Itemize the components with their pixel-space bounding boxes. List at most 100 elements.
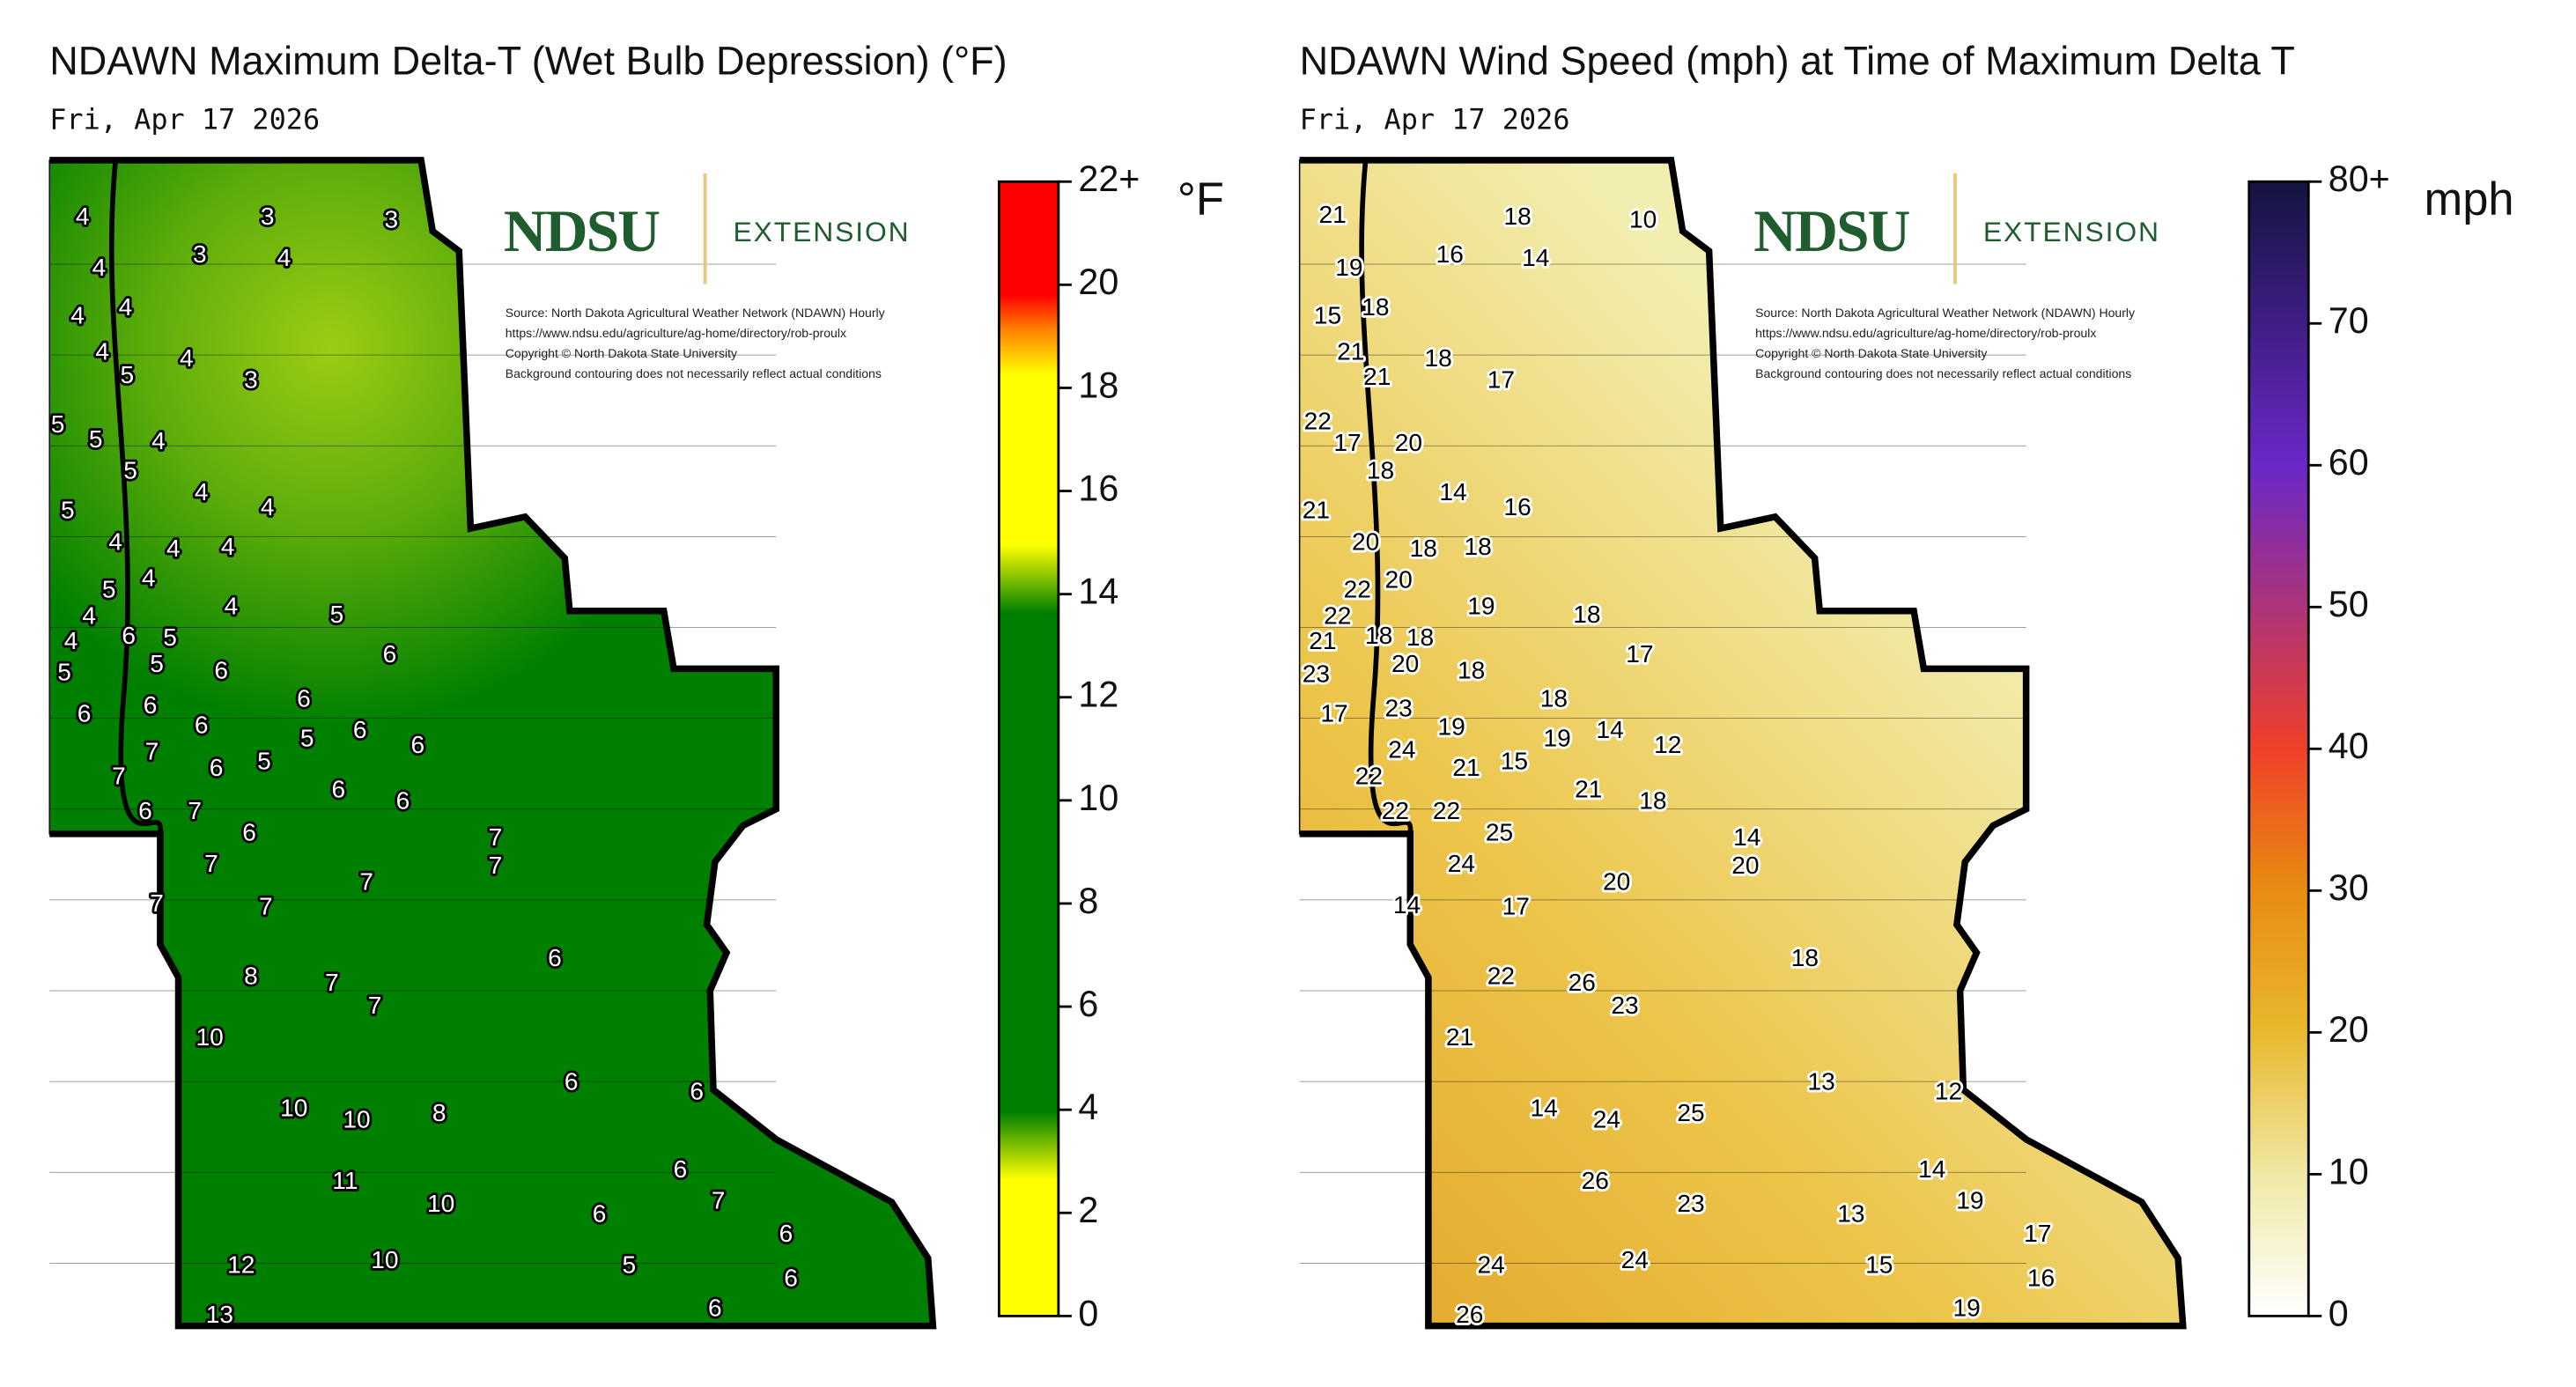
station-value: 10 bbox=[196, 1023, 223, 1051]
map-date: Fri, Apr 17 2026 bbox=[1300, 102, 1570, 136]
map-title: NDAWN Maximum Delta-T (Wet Bulb Depressi… bbox=[49, 38, 1007, 83]
station-value: 5 bbox=[57, 658, 71, 685]
colorbar-tick-label: 6 bbox=[1078, 984, 1098, 1024]
station-value: 7 bbox=[359, 868, 373, 896]
station-value: 14 bbox=[1439, 478, 1466, 505]
colorbar-tick-label: 70 bbox=[2329, 300, 2369, 341]
station-value: 24 bbox=[1448, 850, 1475, 877]
colorbar-tick-label: 4 bbox=[1078, 1087, 1098, 1127]
station-value: 24 bbox=[1593, 1106, 1620, 1133]
station-value: 18 bbox=[1424, 344, 1451, 372]
station-value: 4 bbox=[95, 338, 109, 365]
station-value: 24 bbox=[1621, 1246, 1649, 1273]
station-value: 25 bbox=[1677, 1099, 1704, 1126]
station-value: 19 bbox=[1543, 724, 1570, 751]
colorbar-tick-label: 18 bbox=[1078, 365, 1118, 405]
station-value: 4 bbox=[261, 493, 275, 520]
station-value: 5 bbox=[163, 623, 177, 651]
colorbar-tick-label: 50 bbox=[2329, 584, 2369, 624]
station-value: 4 bbox=[151, 427, 166, 454]
station-value: 12 bbox=[227, 1251, 255, 1279]
station-value: 21 bbox=[1575, 776, 1602, 803]
station-value: 22 bbox=[1344, 576, 1371, 603]
station-value: 26 bbox=[1456, 1301, 1483, 1328]
source-line: Source: North Dakota Agricultural Weathe… bbox=[506, 306, 885, 320]
station-value: 6 bbox=[411, 731, 425, 758]
station-value: 7 bbox=[489, 823, 503, 851]
source-line: https://www.ndsu.edu/agriculture/ag-home… bbox=[506, 326, 846, 340]
station-value: 6 bbox=[138, 797, 152, 824]
source-line: Background contouring does not necessari… bbox=[506, 366, 882, 380]
station-value: 16 bbox=[1503, 493, 1531, 520]
station-value: 20 bbox=[1731, 852, 1759, 879]
station-value: 21 bbox=[1452, 754, 1480, 781]
red-river bbox=[108, 159, 164, 835]
station-value: 18 bbox=[1406, 623, 1434, 651]
station-value: 4 bbox=[108, 528, 122, 555]
station-value: 6 bbox=[548, 944, 562, 971]
station-value: 13 bbox=[206, 1301, 233, 1328]
station-value: 20 bbox=[1603, 868, 1630, 896]
station-value: 12 bbox=[1935, 1078, 1962, 1105]
map-title: NDAWN Wind Speed (mph) at Time of Maximu… bbox=[1300, 38, 2295, 83]
station-value: 17 bbox=[2024, 1220, 2051, 1247]
logo: NDSU bbox=[1753, 198, 1909, 264]
station-value: 18 bbox=[1639, 787, 1666, 815]
colorbar-tick-label: 12 bbox=[1078, 675, 1118, 715]
station-value: 6 bbox=[784, 1265, 798, 1292]
station-value: 7 bbox=[325, 969, 339, 996]
station-value: 5 bbox=[102, 576, 116, 603]
station-value: 4 bbox=[166, 535, 181, 562]
station-value: 5 bbox=[121, 361, 135, 388]
station-value: 14 bbox=[1393, 891, 1421, 919]
station-value: 26 bbox=[1582, 1167, 1609, 1194]
station-value: 4 bbox=[277, 244, 292, 271]
station-value: 15 bbox=[1501, 748, 1528, 775]
station-value: 10 bbox=[343, 1106, 370, 1133]
station-value: 6 bbox=[383, 640, 397, 668]
station-value: 4 bbox=[76, 203, 90, 230]
station-value: 6 bbox=[690, 1078, 704, 1105]
station-value: 5 bbox=[150, 650, 164, 677]
station-value: 6 bbox=[210, 754, 224, 781]
station-value: 4 bbox=[82, 602, 96, 630]
station-value: 4 bbox=[225, 592, 239, 619]
station-value: 24 bbox=[1388, 736, 1415, 764]
station-value: 6 bbox=[565, 1067, 579, 1095]
station-value: 4 bbox=[119, 293, 133, 321]
station-value: 18 bbox=[1464, 533, 1491, 560]
station-value: 18 bbox=[1503, 203, 1531, 230]
station-value: 10 bbox=[427, 1190, 454, 1217]
station-value: 20 bbox=[1352, 528, 1379, 555]
station-value: 16 bbox=[2027, 1265, 2055, 1292]
colorbar-tick-label: 80+ bbox=[2329, 159, 2390, 199]
colorbar bbox=[2248, 180, 2310, 1317]
map-panel: NDAWN Maximum Delta-T (Wet Bulb Depressi… bbox=[48, 38, 1224, 1333]
station-value: 4 bbox=[92, 254, 107, 281]
station-value: 6 bbox=[122, 622, 136, 649]
station-value: 7 bbox=[204, 850, 218, 877]
station-value: 19 bbox=[1467, 592, 1495, 619]
station-value: 6 bbox=[353, 716, 367, 743]
colorbar-tick-label: 40 bbox=[2329, 726, 2369, 766]
source-line: Background contouring does not necessari… bbox=[1755, 366, 2131, 380]
station-value: 6 bbox=[214, 657, 228, 684]
station-value: 5 bbox=[623, 1251, 637, 1279]
station-value: 18 bbox=[1458, 657, 1485, 684]
station-value: 22 bbox=[1355, 763, 1383, 790]
colorbar-tick-label: 10 bbox=[2329, 1151, 2369, 1191]
source-line: Copyright © North Dakota State Universit… bbox=[506, 346, 737, 360]
station-value: 10 bbox=[280, 1094, 307, 1121]
colorbar-tick-label: 20 bbox=[2329, 1009, 2369, 1050]
station-value: 22 bbox=[1382, 797, 1409, 824]
colorbar bbox=[997, 180, 1060, 1317]
station-value: 11 bbox=[332, 1167, 358, 1194]
station-value: 5 bbox=[257, 748, 271, 775]
station-value: 23 bbox=[1303, 660, 1330, 687]
station-value: 19 bbox=[1952, 1294, 1980, 1321]
map-panel: NDAWN Wind Speed (mph) at Time of Maximu… bbox=[1298, 38, 2514, 1333]
station-value: 18 bbox=[1540, 684, 1568, 712]
station-value: 12 bbox=[1654, 731, 1681, 758]
station-value: 7 bbox=[368, 992, 382, 1019]
